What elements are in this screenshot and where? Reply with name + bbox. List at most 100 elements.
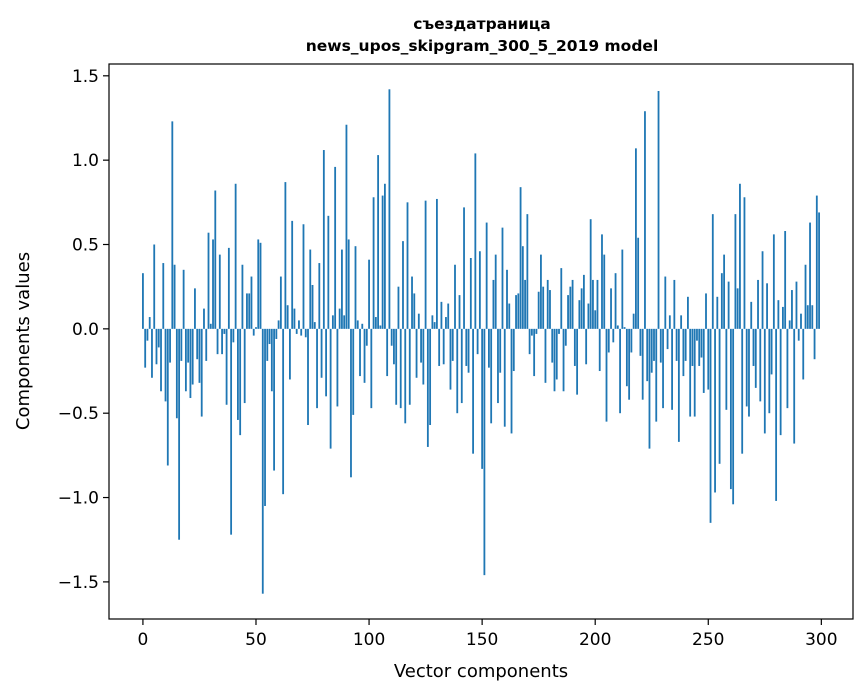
y-tick-label: 1.0 bbox=[72, 151, 99, 171]
bar bbox=[329, 328, 332, 449]
bar bbox=[164, 328, 167, 402]
bar bbox=[517, 293, 520, 329]
bar bbox=[144, 328, 147, 368]
bar bbox=[232, 328, 235, 343]
bar bbox=[797, 328, 800, 341]
bar bbox=[151, 328, 153, 378]
bar bbox=[503, 328, 506, 427]
bar bbox=[519, 187, 522, 329]
bar bbox=[227, 247, 230, 329]
bar bbox=[325, 328, 327, 397]
bar bbox=[454, 264, 456, 329]
bar bbox=[528, 328, 531, 355]
bar bbox=[625, 328, 628, 387]
bar bbox=[811, 305, 814, 329]
y-tick-label: 0.5 bbox=[72, 236, 99, 256]
bar bbox=[732, 328, 735, 505]
bar bbox=[246, 293, 248, 329]
y-tick-label: 0.0 bbox=[72, 320, 99, 340]
bar bbox=[659, 328, 662, 363]
bar bbox=[720, 273, 723, 329]
bar bbox=[569, 286, 572, 329]
bar bbox=[379, 325, 382, 329]
x-axis-label: Vector components bbox=[394, 661, 568, 682]
bar bbox=[223, 328, 226, 334]
bar bbox=[607, 328, 610, 353]
bar bbox=[284, 182, 287, 329]
bar bbox=[596, 279, 599, 329]
bar bbox=[490, 328, 493, 424]
bar bbox=[311, 284, 314, 329]
bar bbox=[582, 274, 585, 329]
bar bbox=[664, 276, 667, 329]
bar bbox=[318, 263, 321, 329]
bar bbox=[542, 286, 545, 329]
bar bbox=[718, 328, 721, 464]
bar bbox=[707, 328, 710, 390]
bar bbox=[662, 328, 664, 409]
bar bbox=[411, 276, 413, 329]
y-tick-label: 1.5 bbox=[72, 67, 99, 87]
bar bbox=[650, 328, 653, 373]
bar bbox=[438, 328, 441, 366]
bar bbox=[687, 296, 689, 329]
bar bbox=[397, 286, 400, 329]
bar bbox=[777, 300, 780, 329]
bar bbox=[445, 317, 447, 329]
bar bbox=[266, 328, 269, 361]
bar bbox=[709, 328, 712, 523]
bar bbox=[171, 121, 174, 329]
bar bbox=[544, 328, 547, 383]
y-tick-label: −0.5 bbox=[58, 404, 99, 424]
y-tick-label: −1.5 bbox=[58, 573, 99, 593]
bar bbox=[770, 328, 773, 375]
bar bbox=[399, 328, 402, 409]
bar bbox=[573, 328, 576, 366]
bar bbox=[499, 328, 502, 373]
bar bbox=[818, 212, 820, 329]
bar bbox=[562, 328, 565, 392]
bar bbox=[639, 328, 642, 356]
bar bbox=[813, 328, 816, 360]
bar bbox=[786, 328, 789, 409]
bar bbox=[338, 308, 341, 329]
bar bbox=[413, 293, 416, 329]
bar bbox=[142, 273, 144, 329]
bar bbox=[494, 254, 497, 329]
bar bbox=[788, 320, 791, 329]
bar bbox=[779, 328, 782, 436]
bar bbox=[218, 254, 221, 329]
bar bbox=[578, 300, 581, 329]
bar bbox=[682, 328, 685, 377]
bar bbox=[451, 328, 454, 361]
bar bbox=[198, 328, 201, 383]
bar bbox=[309, 249, 312, 329]
bar bbox=[370, 328, 373, 409]
bar bbox=[576, 328, 579, 395]
bar bbox=[302, 224, 305, 329]
x-tick-label: 200 bbox=[579, 630, 611, 650]
bar bbox=[436, 198, 438, 329]
bar bbox=[533, 328, 536, 377]
bar bbox=[564, 328, 567, 346]
bar bbox=[497, 328, 499, 404]
bar bbox=[442, 328, 445, 365]
bar bbox=[772, 234, 775, 329]
bar bbox=[501, 227, 504, 329]
bar bbox=[273, 328, 275, 471]
bar bbox=[729, 328, 732, 490]
bar bbox=[406, 202, 409, 329]
bar bbox=[616, 325, 619, 329]
bar bbox=[148, 317, 151, 329]
bar bbox=[259, 242, 262, 329]
bar bbox=[447, 303, 450, 329]
bar bbox=[268, 328, 271, 345]
bar bbox=[800, 313, 802, 329]
bar bbox=[684, 328, 687, 361]
bar bbox=[298, 320, 300, 329]
bar bbox=[700, 328, 703, 358]
bar bbox=[696, 328, 698, 341]
bar bbox=[571, 279, 574, 329]
bar bbox=[594, 310, 597, 329]
